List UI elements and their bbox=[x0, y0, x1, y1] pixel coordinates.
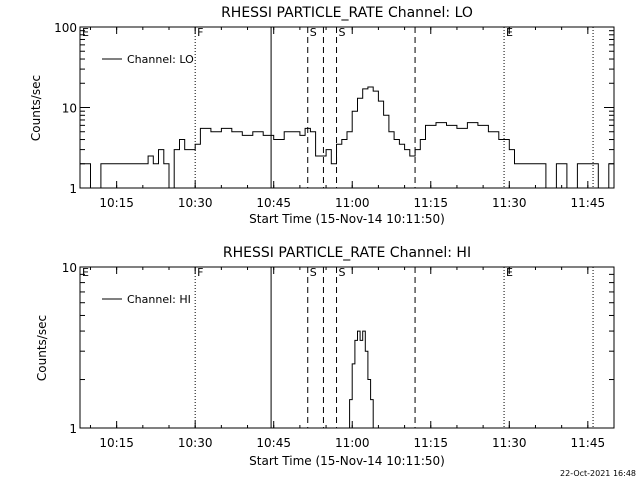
event-label-hi-7: E bbox=[506, 266, 513, 279]
generation-timestamp: 22-Oct-2021 16:48 bbox=[560, 469, 636, 478]
x-tick-label-lo-4: 11:15 bbox=[413, 196, 448, 210]
y-axis-label-hi: Counts/sec bbox=[35, 315, 49, 381]
y-tick-label-hi-0: 1 bbox=[69, 422, 77, 436]
x-tick-label-hi-5: 11:30 bbox=[492, 436, 527, 450]
event-label-hi-3: S bbox=[310, 266, 317, 279]
x-tick-label-lo-5: 11:30 bbox=[492, 196, 527, 210]
plot-frame-hi bbox=[79, 266, 615, 429]
y-axis-label-lo: Counts/sec bbox=[29, 75, 43, 141]
x-axis-label-hi: Start Time (15-Nov-14 10:11:50) bbox=[249, 454, 445, 468]
x-tick-label-lo-6: 11:45 bbox=[571, 196, 606, 210]
legend-label-hi: Channel: HI bbox=[127, 293, 191, 306]
x-tick-label-lo-2: 10:45 bbox=[256, 196, 291, 210]
event-label-lo-5: S bbox=[339, 26, 346, 39]
x-axis-label-lo: Start Time (15-Nov-14 10:11:50) bbox=[249, 212, 445, 226]
x-tick-label-hi-0: 10:15 bbox=[99, 436, 134, 450]
x-tick-label-hi-2: 10:45 bbox=[256, 436, 291, 450]
y-tick-label-lo-2: 100 bbox=[54, 21, 77, 35]
y-tick-label-lo-1: 10 bbox=[62, 102, 77, 116]
x-tick-label-hi-3: 11:00 bbox=[335, 436, 370, 450]
series-line-lo-0 bbox=[80, 86, 615, 189]
y-tick-label-lo-0: 1 bbox=[69, 182, 77, 196]
event-label-hi-5: S bbox=[339, 266, 346, 279]
event-label-hi-1: F bbox=[197, 266, 203, 279]
legend-hi: Channel: HI bbox=[102, 293, 191, 306]
chart-title-hi: RHESSI PARTICLE_RATE Channel: HI bbox=[223, 245, 471, 261]
x-tick-label-hi-4: 11:15 bbox=[413, 436, 448, 450]
event-label-hi-0: E bbox=[82, 266, 89, 279]
legend-label-lo: Channel: LO bbox=[127, 53, 194, 66]
x-tick-label-lo-1: 10:30 bbox=[178, 196, 213, 210]
event-label-lo-3: S bbox=[310, 26, 317, 39]
event-label-lo-1: F bbox=[197, 26, 203, 39]
panel-hi: RHESSI PARTICLE_RATE Channel: HI 10:15 10… bbox=[35, 245, 615, 468]
series-line-hi-0 bbox=[347, 330, 374, 429]
x-tick-label-lo-0: 10:15 bbox=[99, 196, 134, 210]
event-label-lo-7: E bbox=[506, 26, 513, 39]
chart-title-lo: RHESSI PARTICLE_RATE Channel: LO bbox=[221, 5, 473, 21]
x-tick-label-lo-3: 11:00 bbox=[335, 196, 370, 210]
x-tick-label-hi-6: 11:45 bbox=[571, 436, 606, 450]
y-tick-label-hi-1: 10 bbox=[62, 261, 77, 275]
event-label-lo-0: E bbox=[82, 26, 89, 39]
legend-lo: Channel: LO bbox=[102, 53, 194, 66]
panel-lo: RHESSI PARTICLE_RATE Channel: LO 10:15 10… bbox=[29, 5, 615, 226]
x-tick-label-hi-1: 10:30 bbox=[178, 436, 213, 450]
